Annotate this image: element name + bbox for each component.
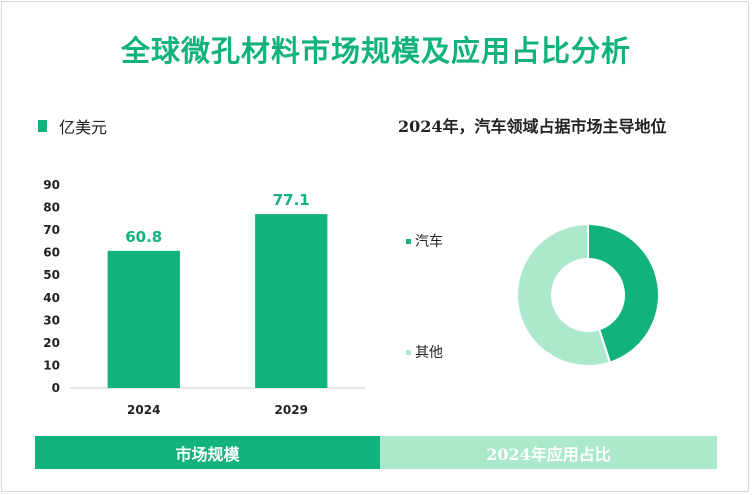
y-tick-label: 40 [43,291,60,305]
donut-slice-1 [516,222,612,367]
pie-legend-dot-other [406,349,411,355]
y-tick-label: 10 [43,358,60,372]
donut-chart [516,222,660,367]
y-tick-label: 20 [43,336,60,350]
y-tick-label: 70 [43,223,60,237]
pie-legend-dot-car [406,238,411,244]
x-tick-label: 2029 [275,403,308,417]
bar-value-label: 60.8 [125,228,162,246]
bar-2024 [107,250,180,388]
y-tick-label: 60 [43,246,60,260]
y-tick-label: 80 [43,201,60,215]
pie-chart-title: 2024年，汽车领域占据市场主导地位 [398,117,667,136]
pie-legend-label-other: 其他 [415,345,443,361]
x-tick-label: 2024 [127,403,160,417]
pie-legend-item-other: 其他 [406,342,443,362]
footer-application-share: 2024年应用占比 [380,436,717,469]
y-tick-label: 0 [52,381,60,395]
pie-legend-label-car: 汽车 [415,234,443,250]
chart-title: 全球微孔材料市场规模及应用占比分析 [120,34,631,68]
y-tick-label: 90 [43,178,60,192]
y-tick-label: 50 [43,268,60,282]
bar-chart: 0 10 20 30 40 50 60 70 80 90 60.8 2024 77.1 2029 [43,178,365,417]
bar-2029 [255,214,328,388]
donut-slice-0 [587,222,660,364]
bar-legend: 亿美元 [38,114,107,138]
legend-swatch [38,120,47,132]
legend-label: 亿美元 [59,118,108,137]
pie-legend-item-car: 汽车 [406,231,443,251]
footer-market-size: 市场规模 [35,436,380,469]
y-tick-label: 30 [43,313,60,327]
bar-value-label: 77.1 [273,191,310,209]
